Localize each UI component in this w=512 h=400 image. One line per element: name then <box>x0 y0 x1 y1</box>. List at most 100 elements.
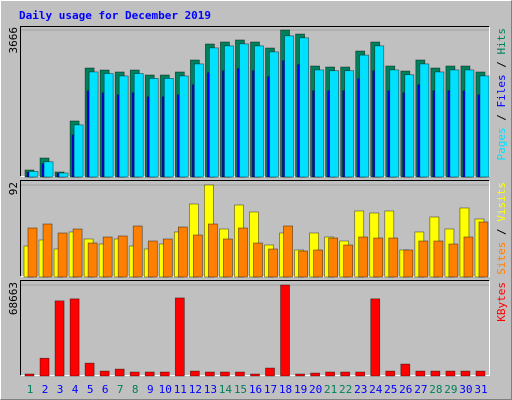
x-tick-label: 14 <box>219 383 233 396</box>
bar <box>370 298 381 377</box>
bar <box>118 75 129 178</box>
bar <box>177 226 188 278</box>
x-tick-label: 26 <box>399 383 412 396</box>
plot-bevel-dark <box>20 180 490 277</box>
bar <box>310 372 320 377</box>
bar <box>250 373 260 377</box>
plot-area <box>20 280 490 376</box>
bar <box>445 370 456 377</box>
bar <box>73 124 84 178</box>
bar <box>190 370 200 377</box>
bar <box>87 242 98 278</box>
chart-title: Daily usage for December 2019 <box>19 9 211 22</box>
bar <box>57 232 68 278</box>
x-tick-label: 22 <box>339 383 352 396</box>
bar <box>448 243 459 278</box>
bar <box>358 236 369 278</box>
x-tick-label: 3 <box>57 383 64 396</box>
legend: KBytes <box>495 282 508 322</box>
bar <box>449 69 460 178</box>
bar <box>163 78 174 178</box>
bar <box>220 371 230 377</box>
bar <box>329 70 339 178</box>
bar <box>374 45 385 178</box>
y-tick-label: 92 <box>7 182 20 195</box>
x-tick-label: 21 <box>324 383 337 396</box>
bar <box>193 234 203 278</box>
x-tick-label: 11 <box>174 383 187 396</box>
bar <box>174 297 185 377</box>
bar <box>313 249 323 278</box>
bar <box>133 73 144 178</box>
x-tick-label: 7 <box>117 383 124 396</box>
bar <box>28 171 39 178</box>
bar <box>464 69 475 178</box>
bar <box>359 54 370 178</box>
x-tick-label: 24 <box>369 383 383 396</box>
x-tick-label: 2 <box>42 383 49 396</box>
y-tick-label: 68663 <box>7 282 20 315</box>
bar <box>42 223 53 278</box>
bar <box>253 242 263 278</box>
bar <box>475 370 486 377</box>
bar <box>419 63 430 178</box>
bar <box>178 75 189 178</box>
bar <box>208 223 218 278</box>
bar <box>102 236 113 278</box>
bar <box>114 368 125 377</box>
bar <box>268 248 278 278</box>
x-tick-label: 4 <box>72 383 79 396</box>
plot-bevel-dark <box>20 26 490 177</box>
bar <box>400 363 411 377</box>
x-tick-label: 28 <box>429 383 442 396</box>
bar <box>103 73 114 178</box>
bar <box>224 45 234 178</box>
bar <box>389 69 400 178</box>
bar <box>404 74 415 178</box>
legend-entry: Sites <box>495 242 508 275</box>
x-tick-label: 29 <box>444 383 457 396</box>
x-tick-label: 18 <box>279 383 292 396</box>
bar <box>24 373 35 377</box>
x-tick-label: 16 <box>249 383 262 396</box>
bar <box>129 371 140 377</box>
legend-separator: / <box>495 222 508 242</box>
bar <box>418 240 429 278</box>
bar <box>403 249 414 278</box>
bar <box>43 161 54 178</box>
bar <box>434 71 445 178</box>
bar <box>340 371 351 377</box>
bar <box>72 228 83 278</box>
bar <box>284 35 294 178</box>
bar <box>223 238 233 278</box>
legend: Sites / Visits <box>495 182 508 275</box>
bar <box>385 370 396 377</box>
x-tick-label: 17 <box>264 383 277 396</box>
bar <box>430 370 441 377</box>
bar <box>194 63 204 178</box>
bar <box>209 47 219 178</box>
bar <box>238 227 248 278</box>
bar <box>99 370 110 377</box>
x-tick-label: 30 <box>459 383 472 396</box>
x-tick-label: 13 <box>204 383 217 396</box>
bar <box>269 51 279 178</box>
x-tick-label: 15 <box>234 383 247 396</box>
x-tick-label: 19 <box>294 383 307 396</box>
bar <box>54 300 65 377</box>
bar <box>460 370 471 377</box>
legend: Pages / Files / Hits <box>495 28 508 161</box>
bar <box>479 75 490 178</box>
bar <box>162 238 173 278</box>
x-tick-label: 1 <box>27 383 34 396</box>
x-tick-label: 10 <box>159 383 172 396</box>
bar <box>132 225 143 278</box>
bar <box>239 43 249 178</box>
bar <box>235 371 245 377</box>
bar <box>314 69 324 178</box>
legend-entry: Hits <box>495 28 508 55</box>
legend-entry: Files <box>495 74 508 107</box>
bar <box>478 221 489 278</box>
